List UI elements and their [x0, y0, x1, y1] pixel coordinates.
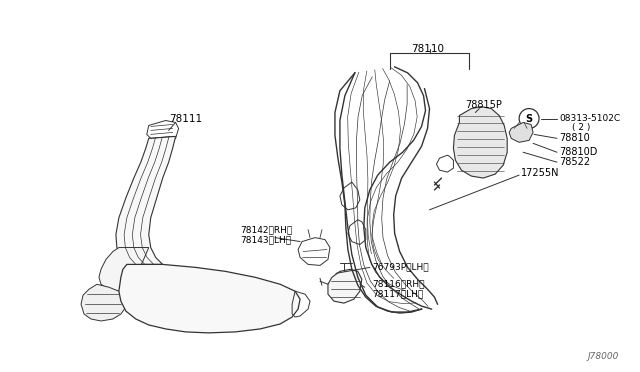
Polygon shape: [453, 107, 507, 178]
Text: 78522: 78522: [559, 157, 590, 167]
Text: 17255N: 17255N: [521, 168, 559, 178]
Text: J78000: J78000: [588, 352, 619, 361]
Text: 78815P: 78815P: [465, 100, 502, 110]
Text: 78110: 78110: [411, 44, 444, 54]
Text: 78810: 78810: [559, 133, 589, 143]
Polygon shape: [509, 122, 533, 142]
Text: 08313-5102C: 08313-5102C: [559, 114, 620, 123]
Polygon shape: [116, 137, 175, 264]
Polygon shape: [99, 247, 156, 291]
Text: 78143〈LH〉: 78143〈LH〉: [241, 235, 291, 244]
Text: 78116〈RH〉: 78116〈RH〉: [372, 280, 424, 289]
Text: 78117〈LH〉: 78117〈LH〉: [372, 290, 423, 299]
Polygon shape: [119, 264, 300, 333]
Text: 76793P〈LH〉: 76793P〈LH〉: [372, 262, 428, 271]
Polygon shape: [81, 284, 126, 321]
Text: 78810D: 78810D: [559, 147, 597, 157]
Text: 78111: 78111: [169, 113, 202, 124]
Text: 78142〈RH〉: 78142〈RH〉: [241, 225, 292, 234]
Polygon shape: [328, 269, 362, 303]
Text: S: S: [525, 113, 532, 124]
Text: ( 2 ): ( 2 ): [572, 123, 590, 132]
